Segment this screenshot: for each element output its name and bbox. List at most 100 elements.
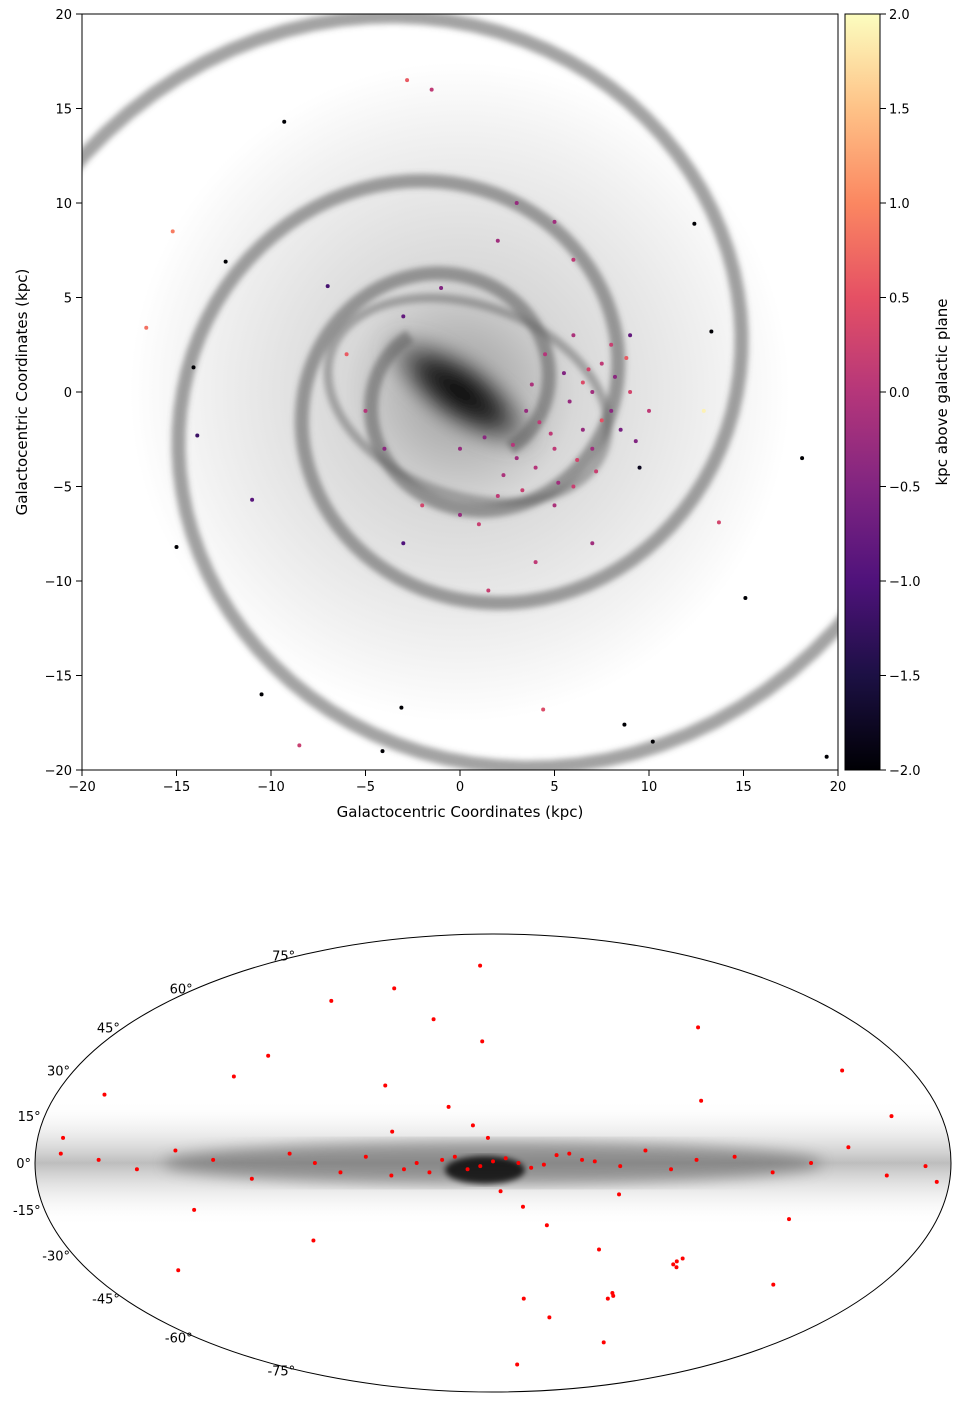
x-axis-label: Galactocentric Coordinates (kpc): [337, 803, 584, 821]
colorbar-tick-label: −1.0: [889, 575, 921, 590]
point: [650, 739, 655, 744]
point: [491, 1159, 495, 1164]
point: [440, 1157, 445, 1162]
point: [401, 1167, 406, 1172]
point: [383, 1083, 388, 1088]
point: [223, 259, 228, 264]
point: [840, 1068, 845, 1073]
point: [515, 1362, 520, 1367]
point: [382, 446, 387, 451]
point: [420, 503, 425, 508]
point: [520, 488, 525, 493]
point: [498, 1189, 503, 1194]
point: [521, 1296, 526, 1301]
point: [618, 1164, 623, 1169]
point: [674, 1259, 679, 1264]
point: [390, 1129, 395, 1134]
point: [503, 1156, 508, 1161]
point: [191, 365, 196, 370]
point: [211, 1157, 216, 1162]
point: [297, 743, 302, 748]
point: [567, 1151, 572, 1156]
point: [250, 497, 255, 502]
point: [514, 201, 519, 205]
lat-tick-label: 75°: [272, 950, 295, 965]
point: [380, 749, 385, 754]
point: [61, 1135, 66, 1140]
point: [889, 1114, 894, 1119]
point: [392, 986, 397, 991]
point: [575, 458, 580, 463]
x-tick-label: −15: [163, 780, 190, 795]
point: [414, 1161, 419, 1165]
point: [590, 541, 595, 546]
y-tick-label: 10: [55, 197, 72, 212]
point: [543, 352, 548, 357]
point: [485, 1135, 490, 1140]
point: [554, 1153, 559, 1158]
point: [482, 435, 487, 440]
point: [465, 1167, 470, 1172]
lat-tick-label: -60°: [165, 1332, 193, 1347]
x-tick-label: −20: [68, 780, 95, 795]
point: [633, 439, 638, 444]
point: [495, 238, 500, 243]
point: [480, 1039, 485, 1044]
point: [287, 1151, 292, 1156]
point: [787, 1217, 792, 1222]
point: [674, 1265, 679, 1270]
point: [282, 119, 287, 124]
point: [329, 998, 334, 1003]
point: [599, 361, 604, 366]
y-tick-label: −10: [45, 575, 72, 590]
point: [771, 1282, 776, 1287]
point: [249, 1176, 254, 1181]
point: [58, 1151, 63, 1156]
point: [609, 408, 614, 413]
point: [170, 229, 175, 234]
point: [624, 355, 629, 360]
point: [176, 1268, 181, 1273]
galaxy-plot: −20 −15 −10 −5 0 5 10 15 20 −20 −15 −10 −5 0 5 10 15 20 G…: [13, 8, 951, 821]
point: [586, 367, 591, 372]
colorbar-tick-label: −1.5: [889, 670, 921, 685]
point: [102, 1092, 107, 1097]
point: [399, 705, 404, 710]
point: [580, 1157, 585, 1162]
point: [195, 433, 200, 438]
point: [96, 1157, 101, 1162]
point: [617, 1192, 622, 1197]
point: [571, 333, 576, 338]
point: [311, 1238, 316, 1243]
point: [556, 480, 561, 485]
lat-tick-label: 0°: [16, 1157, 31, 1172]
point: [628, 333, 633, 338]
point: [510, 442, 515, 447]
x-tick-label: −5: [356, 780, 375, 795]
point: [501, 473, 506, 478]
lat-tick-label: -30°: [42, 1250, 70, 1265]
point: [647, 408, 651, 413]
point: [541, 707, 546, 712]
point: [709, 329, 714, 334]
point: [671, 1262, 676, 1267]
point: [923, 1164, 928, 1169]
point: [743, 596, 748, 601]
point: [458, 446, 462, 451]
point: [618, 427, 623, 432]
point: [846, 1145, 851, 1150]
point: [594, 469, 599, 474]
point: [548, 431, 553, 436]
point: [134, 1167, 139, 1172]
x-tick-label: 0: [456, 780, 464, 795]
point: [446, 1104, 451, 1109]
colorbar-label: kpc above galactic plane: [933, 299, 951, 486]
point: [547, 1315, 552, 1320]
lat-tick-label: 15°: [18, 1110, 41, 1125]
point: [884, 1173, 889, 1178]
point: [628, 390, 633, 394]
y-axis-label: Galactocentric Coordinates (kpc): [13, 269, 31, 516]
point: [231, 1074, 236, 1079]
